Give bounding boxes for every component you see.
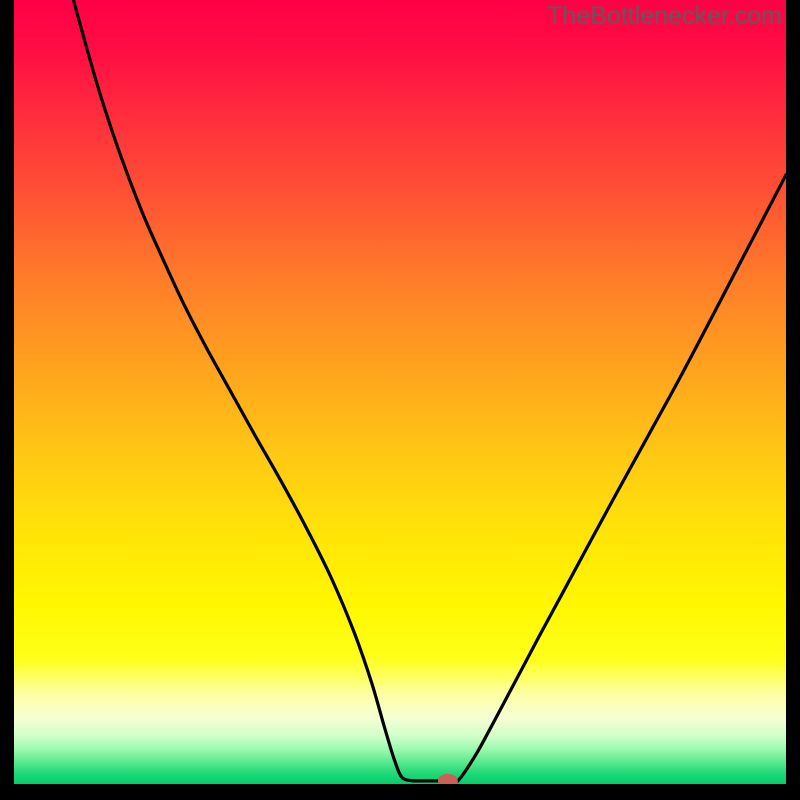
plot-area <box>14 0 786 784</box>
bottleneck-marker <box>438 774 458 784</box>
right-curve <box>458 175 786 781</box>
watermark-text: TheBottlenecker.com <box>547 2 782 31</box>
left-curve <box>73 0 413 781</box>
curve-overlay <box>14 0 786 784</box>
